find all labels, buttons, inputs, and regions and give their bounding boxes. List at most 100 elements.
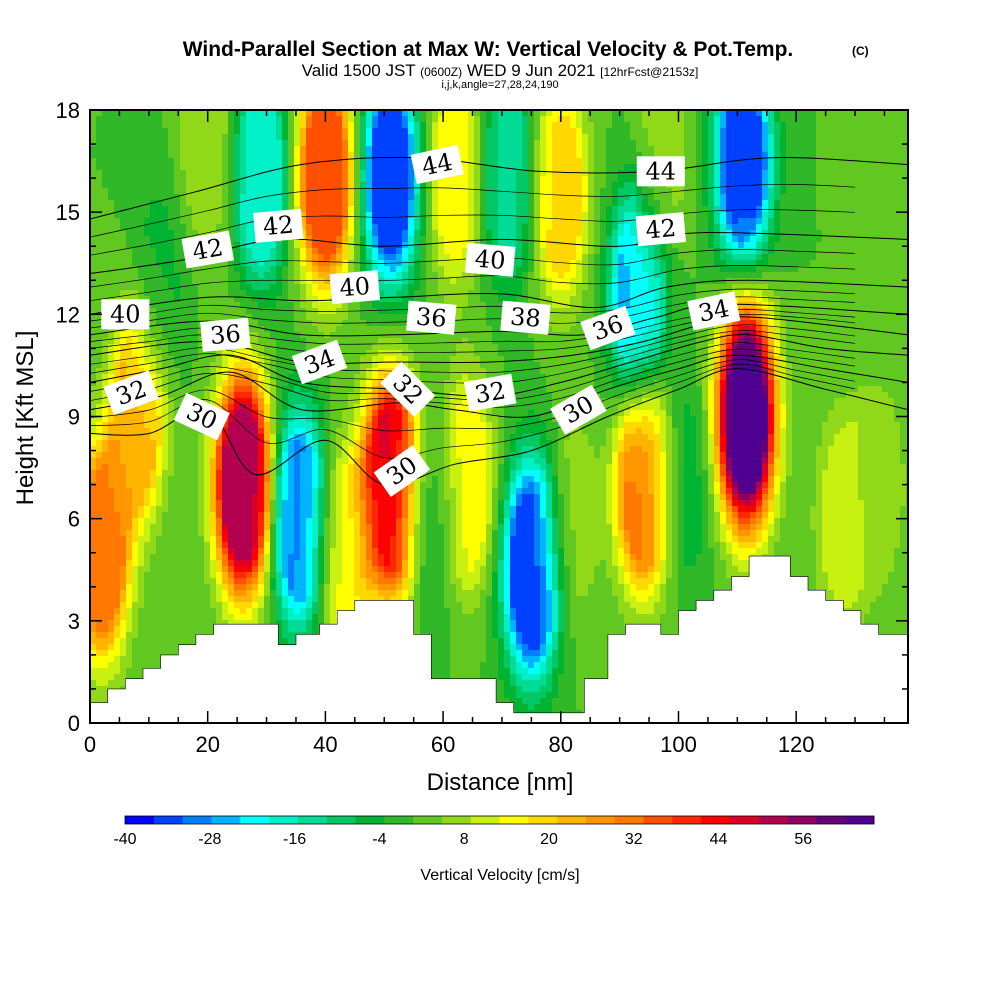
velocity-cell bbox=[882, 110, 889, 117]
velocity-cell bbox=[90, 236, 97, 243]
velocity-cell bbox=[810, 296, 817, 303]
velocity-cell bbox=[756, 242, 763, 249]
velocity-cell bbox=[432, 290, 439, 297]
velocity-cell bbox=[90, 260, 97, 267]
velocity-cell bbox=[588, 308, 595, 315]
velocity-cell bbox=[138, 224, 145, 231]
velocity-cell bbox=[780, 314, 787, 321]
velocity-cell bbox=[366, 302, 373, 309]
velocity-cell bbox=[450, 266, 457, 273]
velocity-cell bbox=[306, 140, 313, 147]
velocity-cell bbox=[630, 182, 637, 189]
velocity-cell bbox=[336, 224, 343, 231]
velocity-cell bbox=[420, 122, 427, 129]
velocity-cell bbox=[264, 176, 271, 183]
velocity-cell bbox=[828, 128, 835, 135]
velocity-cell bbox=[648, 206, 655, 213]
velocity-cell bbox=[744, 284, 751, 291]
velocity-cell bbox=[576, 134, 583, 141]
velocity-cell bbox=[408, 200, 415, 207]
velocity-cell bbox=[150, 278, 157, 285]
velocity-cell bbox=[666, 188, 673, 195]
velocity-cell bbox=[186, 200, 193, 207]
chart-title: Wind-Parallel Section at Max W: Vertical… bbox=[183, 38, 794, 61]
velocity-cell bbox=[300, 278, 307, 285]
velocity-cell bbox=[594, 308, 601, 315]
velocity-cell bbox=[516, 218, 523, 225]
velocity-cell bbox=[438, 134, 445, 141]
velocity-cell bbox=[516, 116, 523, 123]
velocity-cell bbox=[762, 146, 769, 153]
velocity-cell bbox=[378, 128, 385, 135]
velocity-cell bbox=[354, 260, 361, 267]
velocity-cell bbox=[96, 200, 103, 207]
velocity-cell bbox=[870, 260, 877, 267]
velocity-cell bbox=[852, 152, 859, 159]
velocity-cell bbox=[744, 134, 751, 141]
velocity-cell bbox=[270, 290, 277, 297]
velocity-cell bbox=[840, 140, 847, 147]
velocity-cell bbox=[288, 278, 295, 285]
velocity-cell bbox=[108, 182, 115, 189]
velocity-cell bbox=[672, 152, 679, 159]
velocity-cell bbox=[582, 308, 589, 315]
velocity-cell bbox=[678, 140, 685, 147]
velocity-cell bbox=[666, 200, 673, 207]
velocity-cell bbox=[342, 152, 349, 159]
velocity-cell bbox=[444, 272, 451, 279]
velocity-cell bbox=[396, 284, 403, 291]
velocity-cell bbox=[804, 212, 811, 219]
velocity-cell bbox=[114, 200, 121, 207]
velocity-cell bbox=[858, 242, 865, 249]
velocity-cell bbox=[858, 182, 865, 189]
velocity-cell bbox=[150, 224, 157, 231]
velocity-cell bbox=[426, 116, 433, 123]
velocity-cell bbox=[384, 242, 391, 249]
velocity-cell bbox=[780, 320, 787, 327]
velocity-cell bbox=[432, 206, 439, 213]
velocity-cell bbox=[438, 200, 445, 207]
velocity-cell bbox=[90, 152, 97, 159]
velocity-cell bbox=[234, 122, 241, 129]
velocity-cell bbox=[366, 254, 373, 261]
velocity-cell bbox=[150, 182, 157, 189]
velocity-cell bbox=[822, 152, 829, 159]
velocity-cell bbox=[894, 122, 901, 129]
velocity-cell bbox=[162, 110, 169, 117]
velocity-cell bbox=[810, 206, 817, 213]
velocity-cell bbox=[594, 188, 601, 195]
velocity-cell bbox=[168, 212, 175, 219]
velocity-cell bbox=[96, 254, 103, 261]
velocity-cell bbox=[882, 272, 889, 279]
velocity-cell bbox=[696, 182, 703, 189]
velocity-cell bbox=[192, 266, 199, 273]
velocity-cell bbox=[534, 290, 541, 297]
velocity-cell bbox=[456, 146, 463, 153]
velocity-cell bbox=[150, 284, 157, 291]
velocity-cell bbox=[876, 248, 883, 255]
velocity-cell bbox=[756, 182, 763, 189]
velocity-cell bbox=[228, 266, 235, 273]
velocity-cell bbox=[576, 188, 583, 195]
velocity-cell bbox=[810, 266, 817, 273]
velocity-cell bbox=[702, 206, 709, 213]
velocity-cell bbox=[888, 212, 895, 219]
velocity-cell bbox=[558, 134, 565, 141]
velocity-cell bbox=[834, 146, 841, 153]
velocity-cell bbox=[150, 242, 157, 249]
velocity-cell bbox=[438, 188, 445, 195]
velocity-cell bbox=[330, 122, 337, 129]
velocity-cell bbox=[786, 224, 793, 231]
velocity-cell bbox=[198, 170, 205, 177]
velocity-cell bbox=[348, 194, 355, 201]
velocity-cell bbox=[804, 242, 811, 249]
velocity-cell bbox=[588, 188, 595, 195]
velocity-cell bbox=[402, 224, 409, 231]
velocity-cell bbox=[504, 224, 511, 231]
velocity-cell bbox=[504, 200, 511, 207]
velocity-cell bbox=[816, 320, 823, 327]
velocity-cell bbox=[882, 182, 889, 189]
velocity-cell bbox=[528, 164, 535, 171]
velocity-cell bbox=[906, 116, 908, 123]
velocity-cell bbox=[720, 212, 727, 219]
